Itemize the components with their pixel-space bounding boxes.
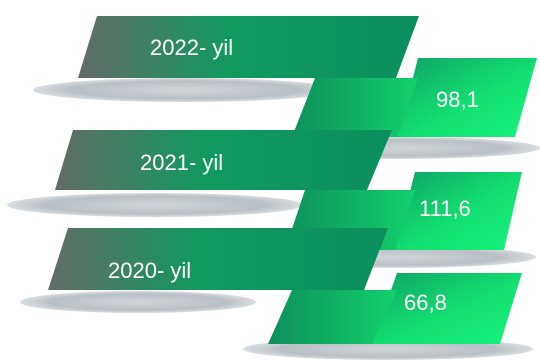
band-shadow-2021 (7, 193, 303, 217)
value-label-2021: 111,6 (419, 196, 471, 221)
value-label-2020: 66,8 (404, 290, 447, 315)
category-band-2021 (55, 130, 392, 190)
category-band-2020 (48, 228, 388, 290)
connector-2020 (268, 290, 397, 344)
value-block-2021 (395, 172, 522, 250)
value-block-2020 (372, 273, 522, 344)
category-label-2022: 2022- yil (150, 35, 234, 60)
band-shadow-2020 (20, 291, 256, 313)
band-shadow-2022 (33, 78, 337, 102)
value-label-2022: 98,1 (436, 87, 479, 112)
connector-2022 (292, 78, 418, 137)
category-label-2020: 2020- yil (108, 258, 192, 283)
category-band-2022 (78, 16, 419, 78)
value-block-2022 (398, 58, 537, 137)
category-label-2021: 2021- yil (140, 150, 224, 175)
